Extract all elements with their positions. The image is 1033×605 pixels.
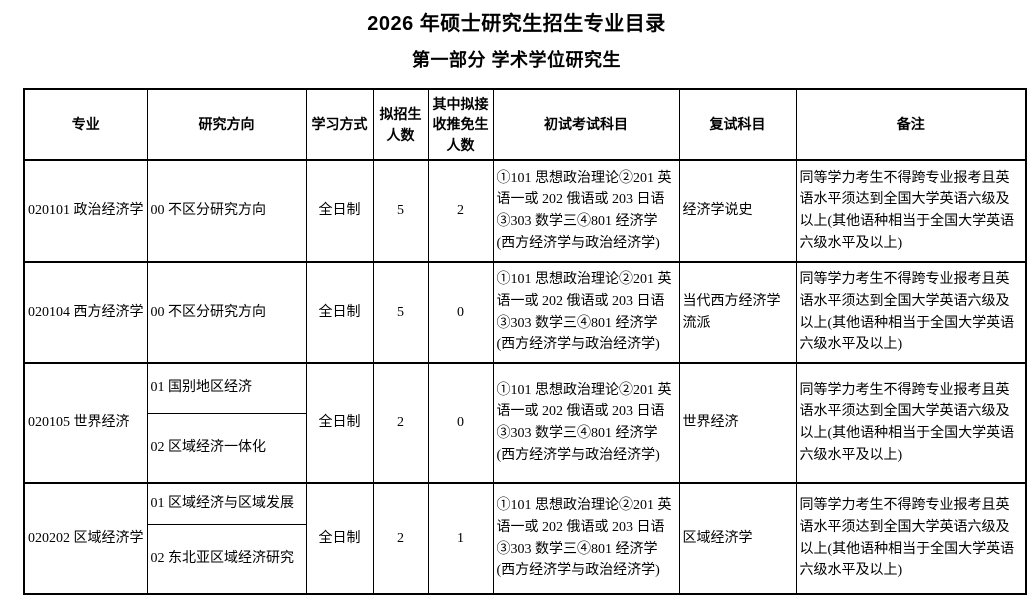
direction-cell: 02 东北亚区域经济研究 (146, 523, 307, 595)
direction-cell: 00 不区分研究方向 (146, 159, 307, 263)
major-cell: 020202 区域经济学 (23, 482, 148, 595)
major-cell: 020104 西方经济学 (23, 261, 148, 364)
recommended-count-cell: 2 (427, 159, 494, 263)
major-cell: 020101 政治经济学 (23, 159, 148, 263)
planned-count-cell: 2 (372, 362, 429, 484)
remarks-cell: 同等学力考生不得跨专业报考且英语水平须达到全国大学英语六级及以上(其他语种相当于… (795, 261, 1027, 364)
table-row: 020105 世界经济 01 国别地区经济 全日制 2 0 ①101 思想政治理… (23, 362, 1027, 484)
header-retest: 复试科目 (678, 88, 797, 161)
remarks-cell: 同等学力考生不得跨专业报考且英语水平须达到全国大学英语六级及以上(其他语种相当于… (795, 362, 1027, 484)
major-cell: 020105 世界经济 (23, 362, 148, 484)
table-row: 020104 西方经济学 00 不区分研究方向 全日制 5 0 ①101 思想政… (23, 261, 1027, 364)
study-mode-cell: 全日制 (305, 482, 374, 595)
remarks-cell: 同等学力考生不得跨专业报考且英语水平须达到全国大学英语六级及以上(其他语种相当于… (795, 159, 1027, 263)
study-mode-cell: 全日制 (305, 261, 374, 364)
direction-cell: 02 区域经济一体化 (146, 412, 307, 484)
direction-cell: 00 不区分研究方向 (146, 261, 307, 364)
retest-cell: 经济学说史 (678, 159, 797, 263)
header-major: 专业 (23, 88, 148, 161)
direction-cell: 01 国别地区经济 (146, 362, 307, 414)
retest-cell: 世界经济 (678, 362, 797, 484)
initial-exam-cell: ①101 思想政治理论②201 英语一或 202 俄语或 203 日语③303 … (492, 159, 680, 263)
header-planned-count: 拟招生 人数 (372, 88, 429, 161)
table-row: 020202 区域经济学 01 区域经济与区域发展 全日制 2 1 ①101 思… (23, 482, 1027, 595)
planned-count-cell: 5 (372, 159, 429, 263)
section-subtitle: 第一部分 学术学位研究生 (412, 50, 621, 70)
remarks-cell: 同等学力考生不得跨专业报考且英语水平须达到全国大学英语六级及以上(其他语种相当于… (795, 482, 1027, 595)
study-mode-cell: 全日制 (305, 159, 374, 263)
page-title: 2026 年硕士研究生招生专业目录 (367, 13, 666, 35)
planned-count-cell: 5 (372, 261, 429, 364)
study-mode-cell: 全日制 (305, 362, 374, 484)
header-recommended-count: 其中拟接 收推免生 人数 (427, 88, 494, 161)
direction-cell: 01 区域经济与区域发展 (146, 482, 307, 525)
header-study-mode: 学习方式 (305, 88, 374, 161)
header-initial-exam: 初试考试科目 (492, 88, 680, 161)
retest-cell: 区域经济学 (678, 482, 797, 595)
retest-cell: 当代西方经济学流派 (678, 261, 797, 364)
header-direction: 研究方向 (146, 88, 307, 161)
recommended-count-cell: 0 (427, 261, 494, 364)
header-row: 专业 研究方向 学习方式 拟招生 人数 其中拟接 收推免生 人数 初试考试科目 … (23, 88, 1027, 161)
initial-exam-cell: ①101 思想政治理论②201 英语一或 202 俄语或 203 日语③303 … (492, 362, 680, 484)
initial-exam-cell: ①101 思想政治理论②201 英语一或 202 俄语或 203 日语③303 … (492, 261, 680, 364)
header-remarks: 备注 (795, 88, 1027, 161)
recommended-count-cell: 0 (427, 362, 494, 484)
table-row: 020101 政治经济学 00 不区分研究方向 全日制 5 2 ①101 思想政… (23, 159, 1027, 263)
planned-count-cell: 2 (372, 482, 429, 595)
table-subrow: 02 东北亚区域经济研究 (24, 523, 1026, 595)
initial-exam-cell: ①101 思想政治理论②201 英语一或 202 俄语或 203 日语③303 … (492, 482, 680, 595)
recommended-count-cell: 1 (427, 482, 494, 595)
table-subrow: 02 区域经济一体化 (24, 412, 1026, 484)
admission-catalog-table: 专业 研究方向 学习方式 拟招生 人数 其中拟接 收推免生 人数 初试考试科目 … (23, 88, 1027, 595)
